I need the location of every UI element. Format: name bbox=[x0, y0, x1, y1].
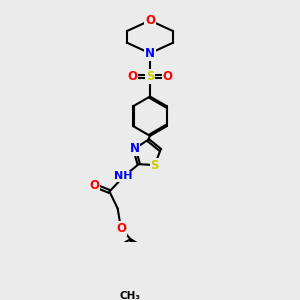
Text: N: N bbox=[145, 47, 155, 60]
Text: O: O bbox=[116, 222, 126, 235]
Text: O: O bbox=[89, 179, 99, 192]
Text: O: O bbox=[127, 70, 137, 83]
Text: S: S bbox=[146, 70, 154, 83]
Text: NH: NH bbox=[114, 172, 133, 182]
Text: O: O bbox=[145, 14, 155, 27]
Text: N: N bbox=[130, 142, 140, 155]
Text: O: O bbox=[163, 70, 173, 83]
Text: S: S bbox=[151, 158, 159, 172]
Text: CH₃: CH₃ bbox=[120, 291, 141, 300]
